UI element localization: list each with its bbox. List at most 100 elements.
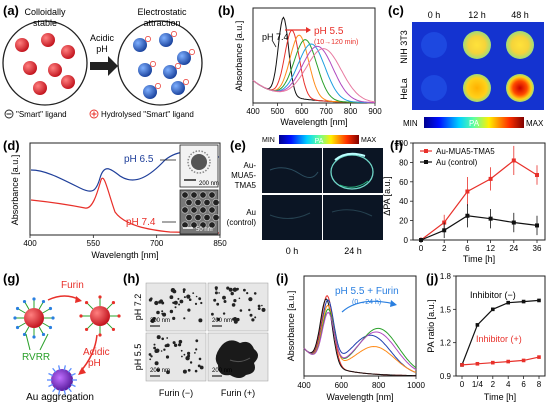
g-aggregate xyxy=(47,365,77,395)
f-ytick-label: 80 xyxy=(399,158,408,167)
tem-dot xyxy=(169,309,174,314)
ligand-head xyxy=(32,297,36,301)
tem-dot xyxy=(254,316,257,319)
b-ann-ph55: pH 5.5 xyxy=(314,26,344,37)
tem-dot xyxy=(165,355,170,359)
j-data-point xyxy=(475,323,480,327)
ligand-head xyxy=(48,306,53,311)
tem-dot xyxy=(182,369,187,374)
tem-dot xyxy=(194,302,198,305)
tem-particle xyxy=(199,221,207,229)
tem-dot xyxy=(148,353,152,356)
gold-core xyxy=(24,308,44,328)
f-legend2: Au (control) xyxy=(436,158,478,167)
tem-dot xyxy=(195,339,199,343)
tem-particle xyxy=(194,199,202,207)
ligand-head xyxy=(15,306,20,311)
tem-dot xyxy=(148,298,152,302)
d-ann-ph65: pH 6.5 xyxy=(124,154,154,165)
f-legend1: Au-MUA5-TMA5 xyxy=(436,147,495,156)
ligand-head xyxy=(84,327,89,332)
panel-g: (g) Furin RVRR Acidic pH Au aggregation xyxy=(3,271,121,403)
tem-dot xyxy=(231,303,236,307)
hydrolysed-ligand-icon xyxy=(171,31,177,37)
j-xtick-label: 1/4 xyxy=(472,380,484,389)
f-data-point xyxy=(442,228,447,233)
d-scale-50: 50 nm xyxy=(196,227,213,233)
tem-dot xyxy=(153,343,156,346)
hydrolysed-ligand-icon xyxy=(183,79,189,85)
tem-dot xyxy=(215,288,218,291)
panel-h-label: (h) xyxy=(123,271,140,286)
d-scale-200: 200 nm xyxy=(199,181,219,187)
j-xtick-label: 0 xyxy=(460,380,465,389)
g-nanoparticle-functionalized xyxy=(13,297,55,339)
j-data-point xyxy=(521,358,526,363)
d-xlabel: Wavelength [nm] xyxy=(91,250,158,260)
tem-dot xyxy=(228,287,233,292)
j-xlabel: Time [h] xyxy=(484,392,516,402)
b-xtick-label: 700 xyxy=(320,107,334,116)
f-xtick-label: 6 xyxy=(465,244,470,253)
panel-a: (a) Colloidally stable Electrostatic att… xyxy=(2,3,203,119)
tem-dot xyxy=(181,355,183,358)
gold-nanoparticle xyxy=(61,45,75,59)
tem-dot xyxy=(230,291,234,296)
b-xtick-label: 600 xyxy=(295,107,309,116)
j-plot-frame xyxy=(455,275,546,377)
b-ylabel: Absorbance [a.u.] xyxy=(234,21,244,92)
j-series-line xyxy=(461,299,540,366)
tem-particle xyxy=(190,191,198,199)
tem-dot xyxy=(192,292,195,294)
tem-particle xyxy=(181,221,189,229)
f-plot-frame xyxy=(412,142,546,241)
tem-dot xyxy=(161,337,164,341)
d-xtick-label: 700 xyxy=(150,239,164,248)
f-data-point xyxy=(419,238,423,242)
gold-nanoparticle xyxy=(48,63,62,77)
e-signal-ring xyxy=(330,154,374,190)
tem-dot xyxy=(232,317,236,321)
j-data-point xyxy=(506,359,510,364)
c-spot-nih-48h xyxy=(506,31,534,59)
panel-j-label: (j) xyxy=(426,271,438,286)
aggregating-nanoparticle xyxy=(177,51,191,65)
i-xtick-label: 400 xyxy=(297,381,311,390)
aggregate-core xyxy=(51,369,73,391)
i-spectrum-line xyxy=(303,312,417,371)
j-ytick-label: 1.5 xyxy=(440,305,452,314)
j-chart: 0.9 1.2 1.5 1.8 0 1/4 2 4 6 8 xyxy=(440,272,542,389)
tem-dot xyxy=(163,348,166,351)
c-spot-nih-12h xyxy=(463,31,491,59)
j-ytick-label: 1.2 xyxy=(440,339,452,348)
tem-particle xyxy=(208,221,216,229)
c-cbar-max: MAX xyxy=(526,119,544,128)
minus-ligand-icon xyxy=(4,109,14,119)
h-col-pos: Furin (+) xyxy=(221,388,255,398)
f-data-point xyxy=(465,189,470,194)
e-cbar-max: MAX xyxy=(361,137,377,144)
tem-dot xyxy=(233,299,237,303)
panel-h: (h) pH 7.2 pH 5.5 200 nm 200 nm 200 nm 2… xyxy=(123,271,269,398)
j-ytick-label: 1.8 xyxy=(440,272,452,281)
ligand-head xyxy=(84,300,89,305)
j-label-neg: Inhibitor (−) xyxy=(470,290,516,300)
tem-dot xyxy=(177,297,180,300)
e-row2-line1: Au xyxy=(246,208,256,217)
tem-dot xyxy=(166,337,169,339)
gold-nanoparticle xyxy=(33,81,47,95)
c-cbar-min: MIN xyxy=(403,119,418,128)
c-spot-nih-0h xyxy=(421,32,447,58)
d-xtick-label: 400 xyxy=(23,239,37,248)
i-xtick-label: 600 xyxy=(335,381,349,390)
tem-dot xyxy=(169,295,174,300)
nanoparticles-right xyxy=(133,31,195,99)
ligand-head xyxy=(48,325,53,330)
h-scale-4: 200 nm xyxy=(212,368,232,374)
tem-dot xyxy=(174,306,177,309)
ligand-head xyxy=(41,332,46,337)
f-chart: 0 20 40 60 80 100 0 2 6 12 24 36 xyxy=(395,139,542,253)
tem-particle xyxy=(203,199,211,207)
f-xtick-label: 24 xyxy=(509,244,518,253)
